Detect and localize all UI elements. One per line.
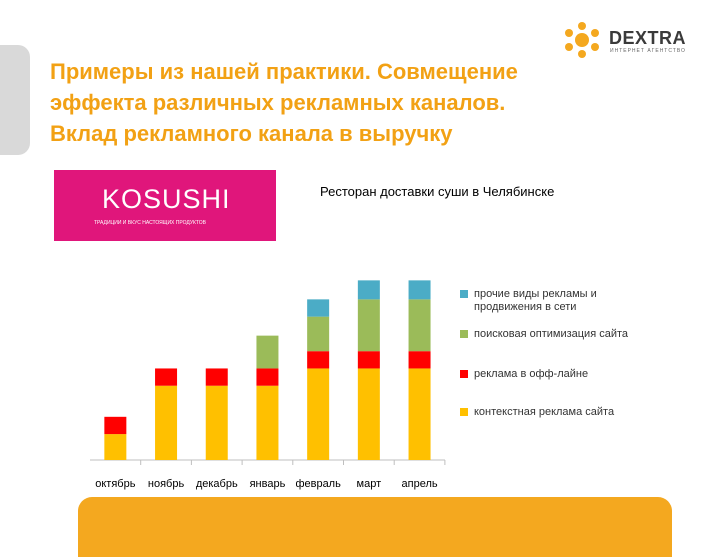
bar-segment xyxy=(357,280,380,300)
bar-segment xyxy=(357,351,380,369)
gear-icon xyxy=(565,22,599,58)
bar-segment xyxy=(256,385,279,460)
bar-segment xyxy=(357,368,380,460)
bar-segment xyxy=(104,434,127,460)
chart-subtitle: Ресторан доставки суши в Челябинске xyxy=(320,184,555,199)
bar-segment xyxy=(104,416,127,435)
legend-swatch xyxy=(460,330,468,338)
x-tick-label: апрель xyxy=(402,478,438,490)
legend-swatch xyxy=(460,290,468,298)
legend-swatch xyxy=(460,370,468,378)
bar-segment xyxy=(408,280,431,300)
bar-segment xyxy=(155,385,178,460)
brand-tagline: ТРАДИЦИИ И ВКУС НАСТОЯЩИХ ПРОДУКТОВ xyxy=(94,220,206,226)
bar-segment xyxy=(256,368,279,386)
slide-title-line: Примеры из нашей практики. Совмещение xyxy=(50,59,518,84)
kosushi-logo: KOSUSHI ТРАДИЦИИ И ВКУС НАСТОЯЩИХ ПРОДУК… xyxy=(54,170,276,241)
slide-title: Примеры из нашей практики. Совмещение эф… xyxy=(50,56,670,149)
bar-segment xyxy=(307,351,330,369)
bar-segment xyxy=(408,351,431,369)
slide-side-tab xyxy=(0,45,30,155)
bar-segment xyxy=(408,368,431,460)
x-tick-label: март xyxy=(357,478,382,490)
legend-label: реклама в офф-лайне xyxy=(474,368,589,380)
brand-name: KOSUSHI xyxy=(102,184,231,214)
stacked-bar-chart: октябрь ноябрь декабрь январь февраль март апр… xyxy=(90,280,446,490)
bar-segment xyxy=(307,316,330,352)
legend-label: прочие виды рекламы и продвижения в сети xyxy=(474,288,597,313)
x-tick-label: декабрь xyxy=(196,478,238,490)
slide-title-line: эффекта различных рекламных каналов. xyxy=(50,90,506,115)
bar-segment xyxy=(307,299,330,317)
bar-segment xyxy=(155,368,178,386)
bar-segment xyxy=(307,368,330,460)
slide-title-line: Вклад рекламного канала в выручку xyxy=(50,121,453,146)
bottom-accent-bar xyxy=(78,497,672,557)
legend-label: контекстная реклама сайта xyxy=(474,406,615,418)
legend-label: поисковая оптимизация сайта xyxy=(474,328,628,340)
logo-word: DEXTRA xyxy=(609,28,687,48)
bar-segment xyxy=(205,368,228,386)
bar-segment xyxy=(205,385,228,460)
x-tick-label: февраль xyxy=(295,478,341,490)
bar-segment xyxy=(408,299,431,352)
x-tick-label: октябрь xyxy=(95,478,135,490)
legend-swatch xyxy=(460,408,468,416)
dextra-logo: DEXTRA ИНТЕРНЕТ АГЕНТСТВО xyxy=(562,20,712,60)
bar-segment xyxy=(357,299,380,352)
logo-tagline: ИНТЕРНЕТ АГЕНТСТВО xyxy=(610,48,686,54)
x-tick-label: ноябрь xyxy=(148,478,185,490)
bar-segment xyxy=(256,335,279,369)
x-tick-label: январь xyxy=(250,478,286,490)
